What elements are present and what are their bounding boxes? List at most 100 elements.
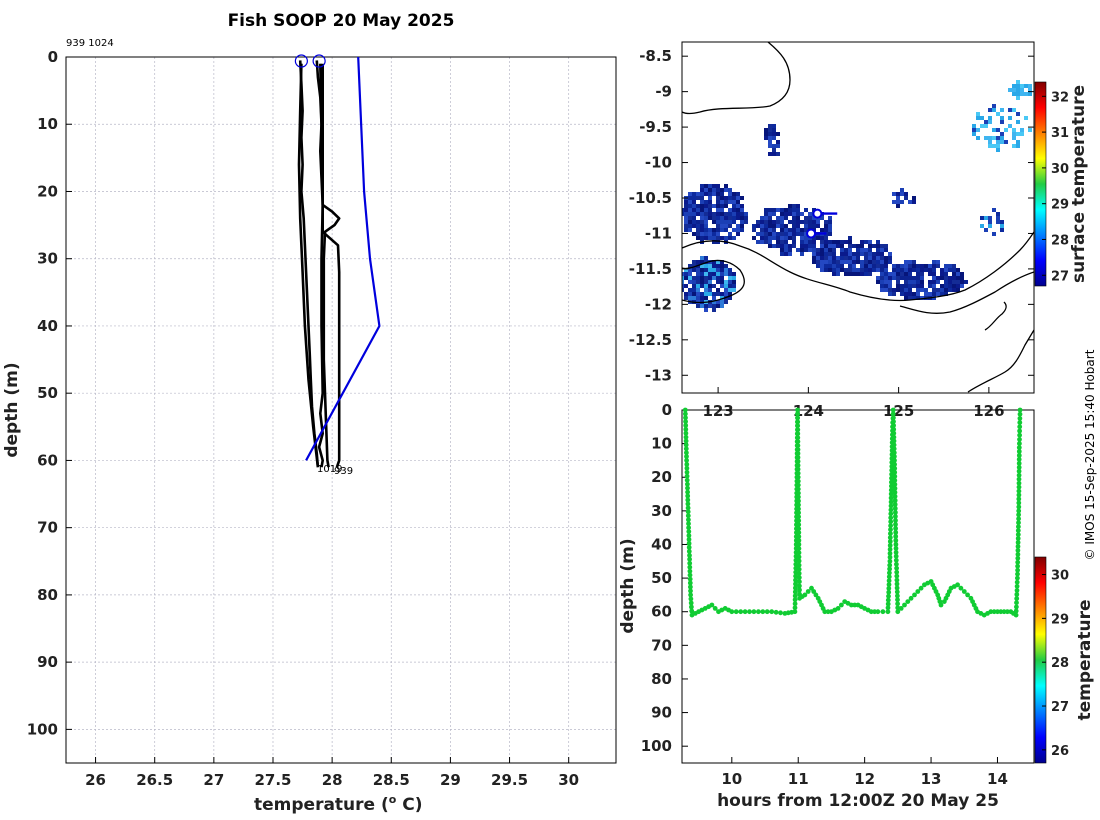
sst-cell xyxy=(836,244,840,248)
sst-cell xyxy=(768,212,772,216)
track-point xyxy=(683,442,689,448)
sst-cell xyxy=(820,252,824,256)
sst-cell xyxy=(712,192,716,196)
sst-cell xyxy=(880,248,884,252)
sst-cell xyxy=(912,292,916,296)
track-point xyxy=(796,518,802,524)
sst-cell xyxy=(692,224,696,228)
sst-cell xyxy=(712,268,716,272)
sst-cell xyxy=(856,260,860,264)
sst-cell xyxy=(708,276,712,280)
sst-cell xyxy=(880,264,884,268)
sst-cell xyxy=(936,264,940,268)
sst-cell xyxy=(916,284,920,288)
sst-cell xyxy=(700,204,704,208)
track-point xyxy=(988,609,994,615)
sst-cell xyxy=(704,296,708,300)
sst-cell xyxy=(728,188,732,192)
track-point xyxy=(888,531,893,536)
sst-cell xyxy=(820,240,824,244)
track-point xyxy=(887,558,893,564)
sst-cell xyxy=(912,268,916,272)
track-point xyxy=(796,522,802,528)
sst-cell xyxy=(728,292,732,296)
sst-cell xyxy=(944,264,948,268)
track-x-tick-label: 14 xyxy=(987,770,1008,788)
sst-cell xyxy=(776,152,780,156)
sst-cell xyxy=(776,236,780,240)
sst-cell xyxy=(780,252,784,256)
track-point xyxy=(687,556,692,562)
sst-cell xyxy=(712,212,716,216)
sst-cell xyxy=(972,132,976,136)
sst-cell xyxy=(764,132,768,136)
map-colorbar-tick-label: 28 xyxy=(1051,233,1069,248)
profile-series-line xyxy=(297,63,320,468)
track-point xyxy=(885,601,891,607)
sst-cell xyxy=(800,252,804,256)
sst-cell xyxy=(992,136,996,140)
sst-cell xyxy=(728,236,732,240)
sst-cell xyxy=(892,276,896,280)
sst-cell xyxy=(736,224,740,228)
track-point xyxy=(888,523,893,529)
sst-cell xyxy=(916,264,920,268)
sst-cell xyxy=(832,260,836,264)
sst-cell xyxy=(956,288,960,292)
track-point xyxy=(892,494,898,499)
sst-cell xyxy=(812,224,816,228)
sst-cell xyxy=(1000,220,1004,224)
track-point xyxy=(893,510,898,515)
sst-cell xyxy=(688,296,692,300)
sst-cell xyxy=(884,288,888,292)
sst-cell xyxy=(756,240,760,244)
sst-cell xyxy=(912,196,916,200)
sst-cell xyxy=(724,204,728,208)
sst-cell xyxy=(720,212,724,216)
sst-cell xyxy=(916,288,920,292)
sst-cell xyxy=(988,224,992,228)
sst-cell xyxy=(876,252,880,256)
sst-cell xyxy=(1028,92,1032,96)
track-point xyxy=(893,538,899,543)
sst-cell xyxy=(700,232,704,236)
sst-cell xyxy=(704,276,708,280)
sst-cell xyxy=(728,208,732,212)
track-point xyxy=(796,546,802,551)
sst-cell xyxy=(844,260,848,264)
map-x-tick-label: 125 xyxy=(883,402,914,420)
sst-cell xyxy=(904,276,908,280)
track-point xyxy=(683,430,689,436)
sst-cell xyxy=(920,276,924,280)
track-point xyxy=(887,566,892,572)
sst-cell xyxy=(804,208,808,212)
sst-cell xyxy=(836,240,840,244)
figure-title: Fish SOOP 20 May 2025 xyxy=(228,11,455,31)
sst-cell xyxy=(764,128,768,132)
track-point xyxy=(1015,544,1021,549)
sst-cell xyxy=(692,232,696,236)
sst-cell xyxy=(864,248,868,252)
sst-cell xyxy=(732,276,736,280)
sst-cell xyxy=(752,228,756,232)
sst-cell xyxy=(912,296,916,300)
sst-cell xyxy=(688,288,692,292)
sst-cell xyxy=(720,304,724,308)
track-y-tick-label: 90 xyxy=(651,704,672,722)
sst-cell xyxy=(700,196,704,200)
sst-cell xyxy=(940,272,944,276)
track-point xyxy=(689,608,695,614)
sst-cell xyxy=(692,264,696,268)
sst-cell xyxy=(868,272,872,276)
sst-cell xyxy=(720,264,724,268)
track-point xyxy=(887,551,893,556)
sst-cell xyxy=(840,252,844,256)
track-point xyxy=(795,411,800,417)
sst-cell xyxy=(840,256,844,260)
sst-cell xyxy=(764,220,768,224)
track-point xyxy=(795,431,801,437)
track-point xyxy=(888,503,894,509)
track-point xyxy=(1017,420,1023,425)
sst-cell xyxy=(948,280,952,284)
track-point xyxy=(686,517,691,523)
